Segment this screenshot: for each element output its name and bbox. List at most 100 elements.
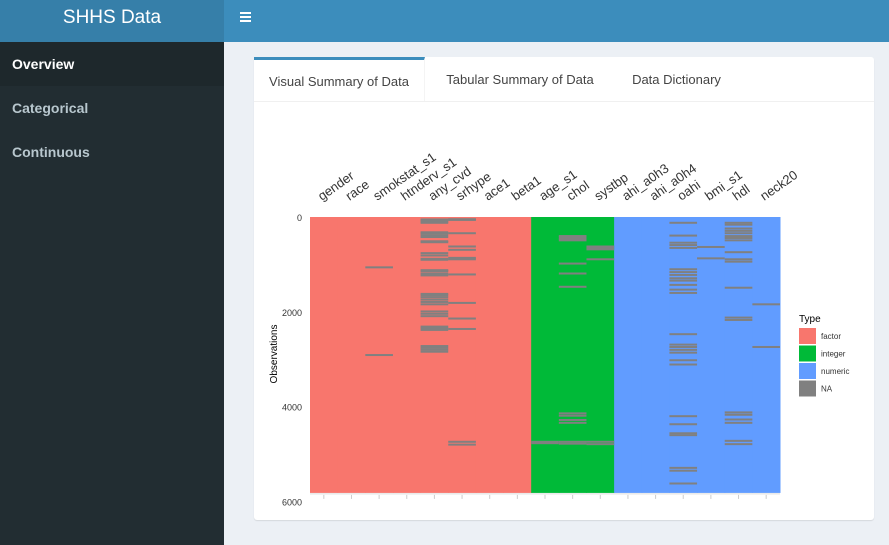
na-mark-smokstat_s1: [365, 266, 393, 269]
na-mark-any_cvd: [420, 232, 449, 235]
na-mark-srhype: [448, 317, 476, 320]
sidebar-item-label: Overview: [12, 56, 75, 72]
na-mark-any_cvd: [420, 236, 449, 239]
sidebar: Overview Categorical Continuous: [0, 42, 224, 545]
tab-tabular-summary[interactable]: Tabular Summary of Data: [430, 57, 610, 101]
na-mark-any_cvd: [420, 327, 449, 330]
na-mark-any_cvd: [420, 270, 449, 273]
na-mark-oahi: [669, 351, 698, 354]
na-mark-srhype: [448, 256, 476, 259]
na-mark-chol: [558, 440, 587, 443]
na-mark-oahi: [669, 423, 698, 426]
na-mark-oahi: [669, 359, 698, 362]
y-tick-label: 4000: [282, 403, 302, 413]
na-mark-systbp: [586, 443, 615, 446]
sidebar-toggle-icon[interactable]: [240, 12, 251, 22]
app-title: SHHS Data: [62, 7, 162, 28]
tab-data-dictionary[interactable]: Data Dictionary: [614, 57, 739, 101]
na-mark-hdl: [724, 421, 753, 424]
sidebar-item-label: Categorical: [12, 100, 89, 116]
na-mark-oahi: [669, 291, 698, 294]
na-mark-chol: [558, 285, 587, 288]
na-mark-any_cvd: [420, 315, 449, 318]
legend-swatch-na: [799, 380, 816, 397]
na-mark-systbp: [586, 245, 615, 248]
top-navbar: [224, 0, 889, 42]
legend-swatch-numeric: [799, 363, 816, 379]
na-mark-hdl: [724, 413, 753, 416]
na-mark-chol: [558, 236, 587, 239]
tile-bmi_s1: [697, 217, 726, 493]
sidebar-item-continuous[interactable]: Continuous: [0, 130, 224, 174]
na-mark-oahi: [669, 279, 698, 282]
tile-chol: [558, 217, 587, 493]
tile-ace1: [475, 217, 505, 493]
column-label-neck20: neck20: [757, 167, 800, 203]
sidebar-item-categorical[interactable]: Categorical: [0, 86, 224, 130]
sidebar-item-label: Continuous: [12, 144, 90, 160]
na-mark-srhype: [448, 218, 476, 221]
na-mark-chol: [558, 421, 587, 424]
na-mark-chol: [558, 262, 587, 265]
na-mark-hdl: [724, 232, 753, 235]
na-mark-hdl: [724, 235, 753, 238]
tile-systbp: [586, 217, 615, 493]
na-mark-hdl: [724, 439, 753, 442]
legend-label-na: NA: [821, 385, 833, 394]
na-mark-srhype: [448, 301, 476, 304]
na-mark-any_cvd: [420, 274, 449, 277]
na-mark-oahi: [669, 333, 698, 336]
na-mark-chol: [558, 237, 587, 240]
app-logo: SHHS Data: [0, 0, 224, 42]
na-mark-oahi: [669, 221, 698, 224]
legend-label-factor: factor: [821, 332, 841, 341]
na-mark-bmi_s1: [697, 245, 725, 248]
na-mark-hdl: [724, 223, 753, 226]
column-label-beta1: beta1: [508, 173, 543, 204]
na-mark-srhype: [448, 327, 476, 330]
na-mark-oahi: [669, 288, 698, 291]
na-mark-any_cvd: [420, 219, 449, 222]
na-mark-hdl: [724, 443, 753, 446]
na-mark-hdl: [724, 251, 753, 254]
tab-label: Data Dictionary: [632, 72, 721, 87]
na-mark-any_cvd: [420, 350, 449, 353]
na-mark-smokstat_s1: [365, 354, 393, 357]
na-mark-hdl: [724, 418, 753, 421]
y-tick-label: 2000: [282, 308, 302, 318]
na-mark-any_cvd: [420, 345, 449, 348]
na-mark-hdl: [724, 236, 753, 239]
tile-race: [337, 217, 366, 493]
tile-neck20: [752, 217, 781, 493]
na-mark-systbp: [586, 440, 615, 443]
na-mark-any_cvd: [420, 292, 449, 295]
tile-gender: [310, 217, 339, 493]
na-mark-any_cvd: [420, 258, 449, 261]
na-mark-srhype: [448, 440, 476, 443]
na-mark-hdl: [724, 221, 753, 224]
na-mark-hdl: [724, 229, 753, 232]
tab-visual-summary[interactable]: Visual Summary of Data: [254, 57, 425, 101]
tile-beta1: [503, 217, 532, 493]
na-mark-oahi: [669, 432, 698, 435]
tile-oahi: [669, 217, 698, 493]
na-mark-any_cvd: [420, 294, 449, 297]
na-mark-srhype: [448, 443, 476, 446]
na-mark-oahi: [669, 268, 698, 271]
na-mark-any_cvd: [420, 325, 449, 328]
y-tick-label: 6000: [282, 497, 302, 507]
na-mark-systbp: [586, 258, 615, 261]
tab-label: Tabular Summary of Data: [446, 72, 594, 87]
na-mark-oahi: [669, 271, 698, 274]
na-mark-hdl: [724, 286, 753, 289]
tile-age_s1: [531, 217, 560, 493]
sidebar-item-overview[interactable]: Overview: [0, 42, 224, 86]
na-mark-oahi: [669, 466, 698, 469]
na-mark-any_cvd: [420, 303, 449, 306]
tile-ahi_a0h3: [614, 217, 643, 493]
na-mark-chol: [558, 442, 587, 445]
na-mark-hdl: [724, 318, 753, 321]
tile-htnderv_s1: [392, 217, 422, 493]
y-tick-label: 0: [297, 213, 302, 223]
na-mark-hdl: [724, 260, 753, 263]
